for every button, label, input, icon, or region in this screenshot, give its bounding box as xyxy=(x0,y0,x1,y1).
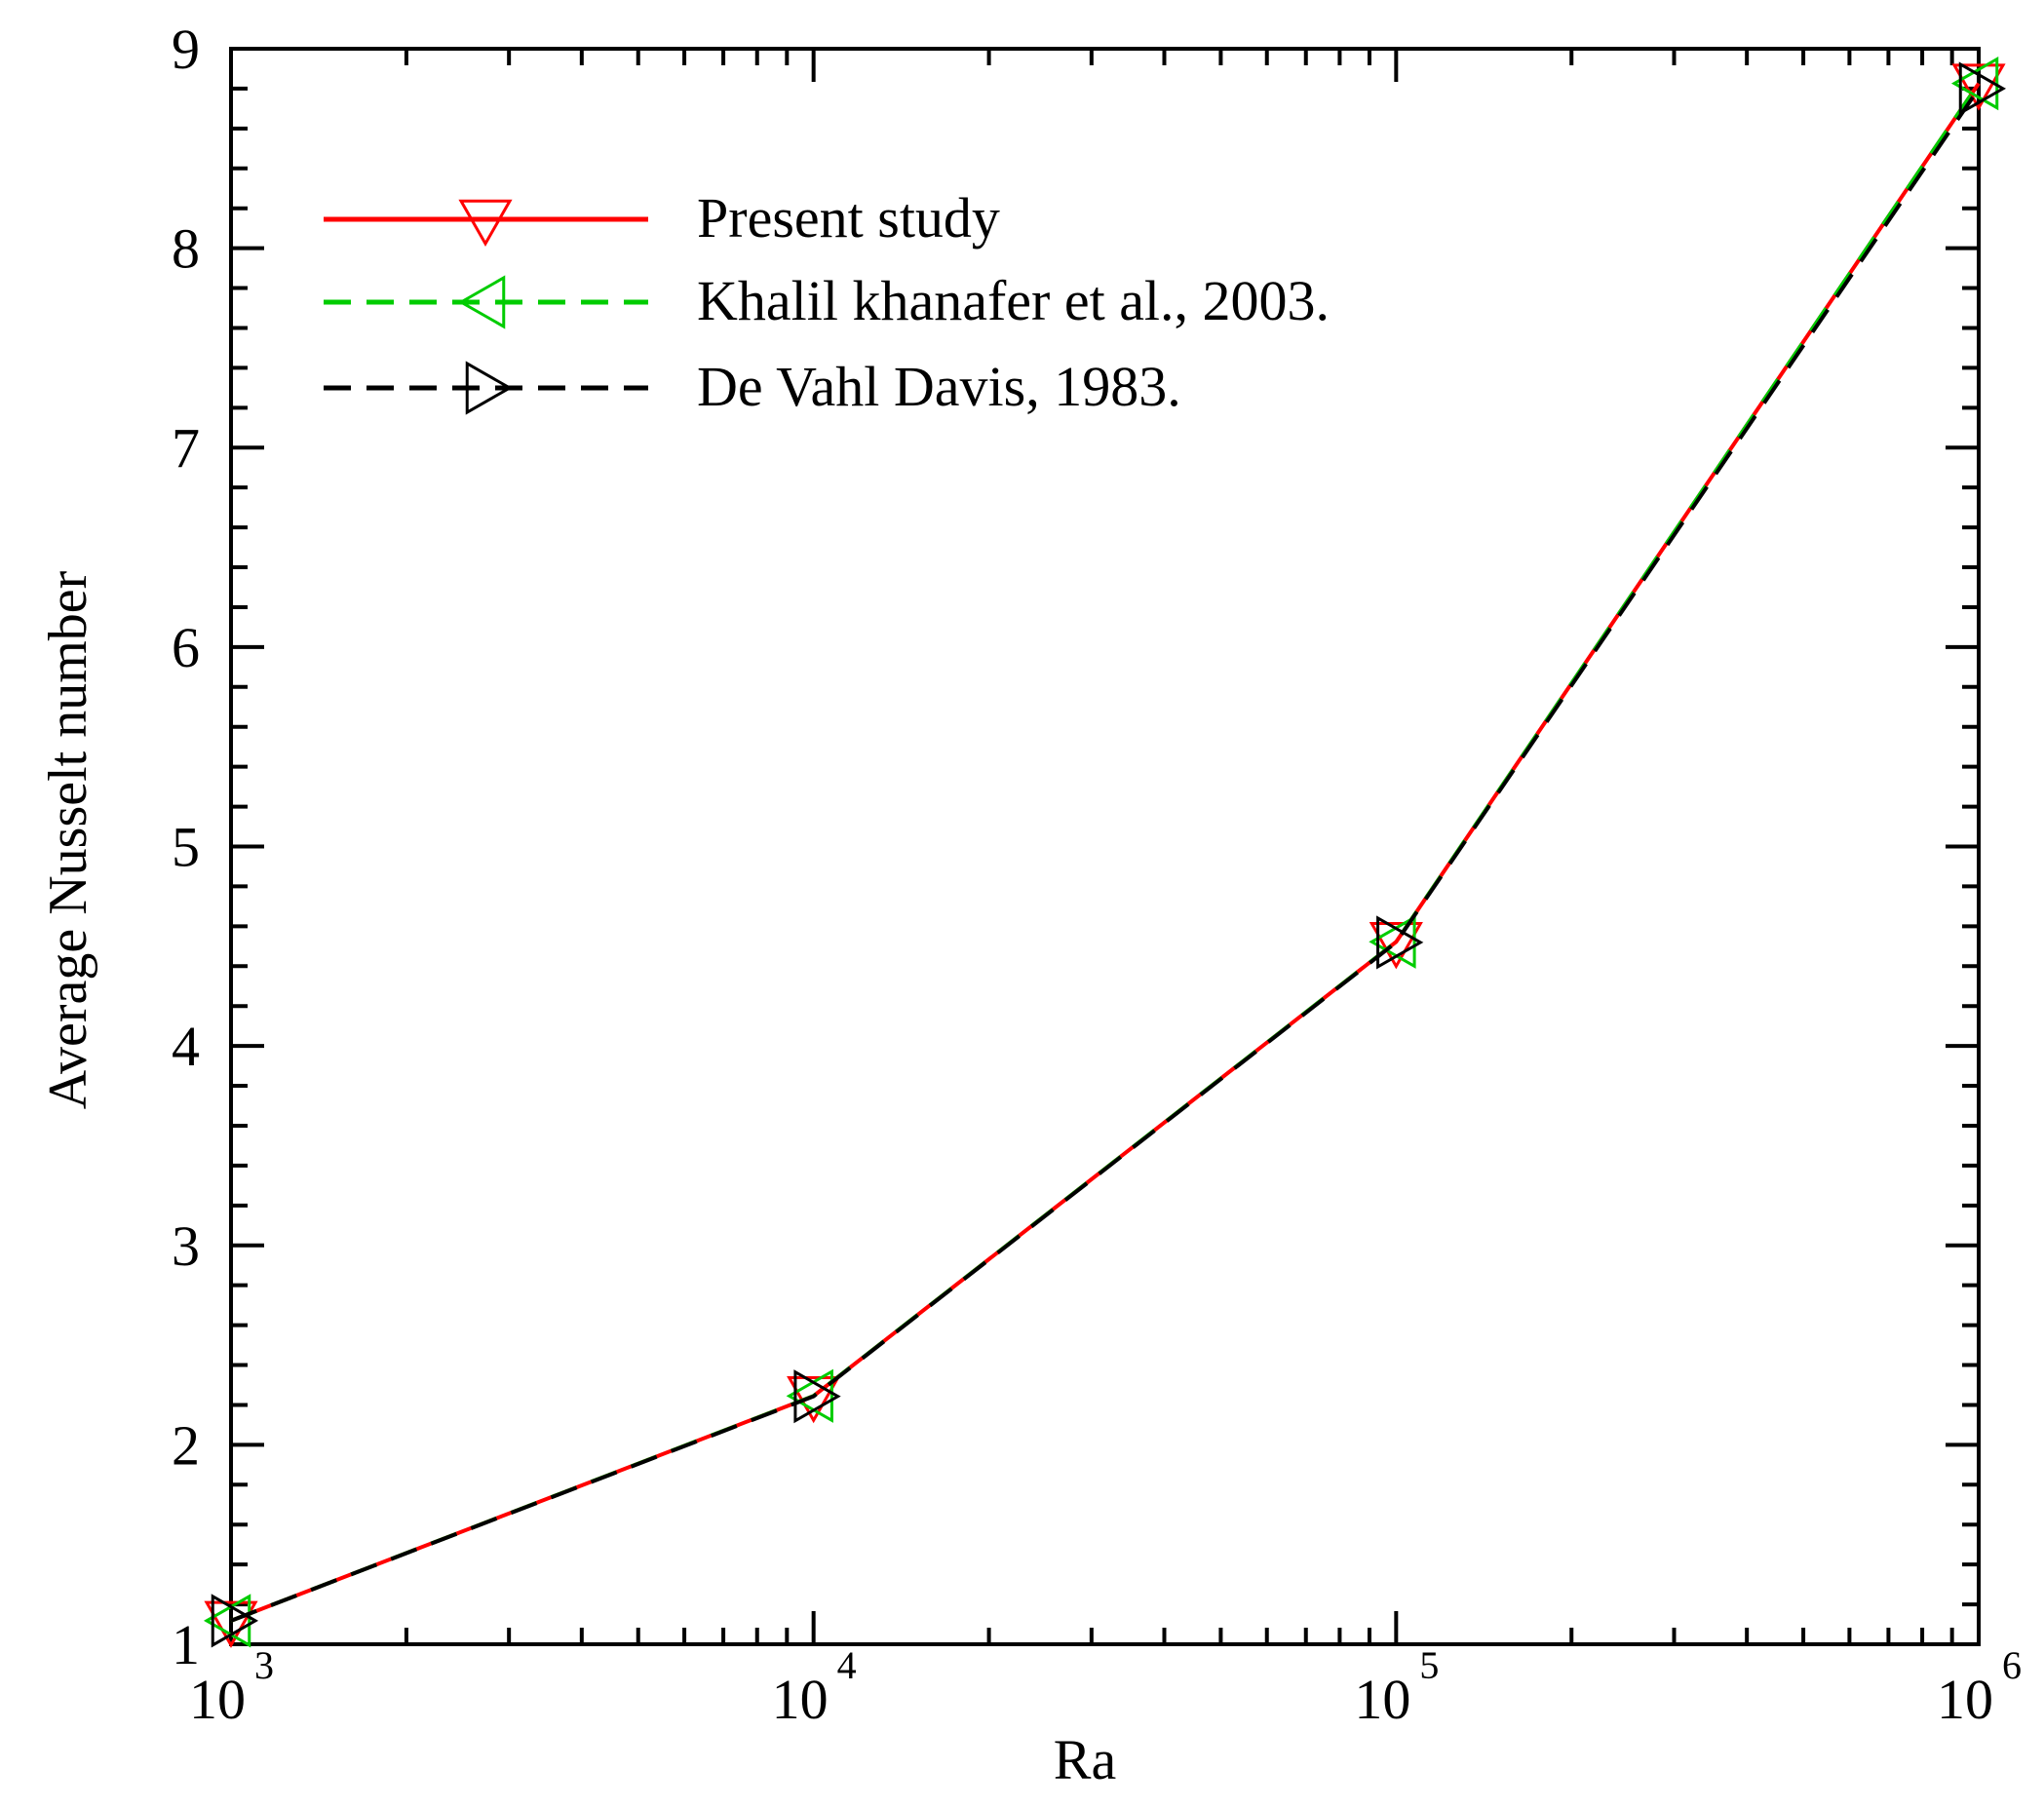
data-point xyxy=(793,1369,841,1424)
data-point xyxy=(1951,63,2006,111)
x-tick-label: 10 xyxy=(189,1668,246,1731)
legend: Present study Khalil khanafer et al., 200… xyxy=(324,186,1330,418)
data-point xyxy=(1369,922,1423,970)
data-point xyxy=(1950,57,1999,111)
data-point xyxy=(1376,915,1424,970)
x-tick-label-exponent: 5 xyxy=(1419,1643,1439,1687)
y-tick-label: 8 xyxy=(172,217,200,281)
y-tick-label: 5 xyxy=(172,816,200,879)
data-point xyxy=(204,1600,258,1648)
series-line xyxy=(230,87,1981,1623)
x-tick-label: 10 xyxy=(772,1668,829,1731)
legend-label: De Vahl Davis, 1983. xyxy=(697,355,1181,418)
y-axis-label: Average Nusselt number xyxy=(38,570,98,1109)
data-point xyxy=(786,1368,833,1423)
series-layer xyxy=(203,57,2007,1648)
data-point xyxy=(1369,914,1416,969)
x-tick-label-exponent: 3 xyxy=(254,1643,274,1687)
x-tick-label: 10 xyxy=(1937,1668,1993,1731)
legend-marker xyxy=(458,199,513,248)
x-tick-label-exponent: 6 xyxy=(2002,1643,2022,1687)
x-tick-label: 10 xyxy=(1354,1668,1410,1731)
y-tick-label: 2 xyxy=(172,1413,200,1477)
y-tick-label: 9 xyxy=(172,18,200,81)
y-tick-label: 6 xyxy=(172,616,200,679)
x-tick-label-exponent: 4 xyxy=(837,1643,857,1687)
legend-entry-3: De Vahl Davis, 1983. xyxy=(324,355,1181,418)
y-tick-label: 7 xyxy=(172,416,200,480)
legend-marker xyxy=(465,361,514,415)
legend-entry-2: Khalil khanafer et al., 2003. xyxy=(324,269,1330,332)
x-axis-label: Ra xyxy=(1054,1728,1116,1791)
legend-label: Khalil khanafer et al., 2003. xyxy=(697,269,1330,332)
data-point xyxy=(203,1594,251,1648)
legend-entry-1: Present study xyxy=(324,186,1000,250)
y-tick-label: 4 xyxy=(172,1015,200,1078)
legend-marker xyxy=(457,275,506,329)
y-tick-label: 1 xyxy=(172,1613,200,1676)
series-3 xyxy=(211,61,2007,1648)
legend-label: Present study xyxy=(697,186,1000,250)
data-point xyxy=(1958,61,2007,116)
y-tick-label: 3 xyxy=(172,1214,200,1278)
data-point xyxy=(211,1594,259,1648)
